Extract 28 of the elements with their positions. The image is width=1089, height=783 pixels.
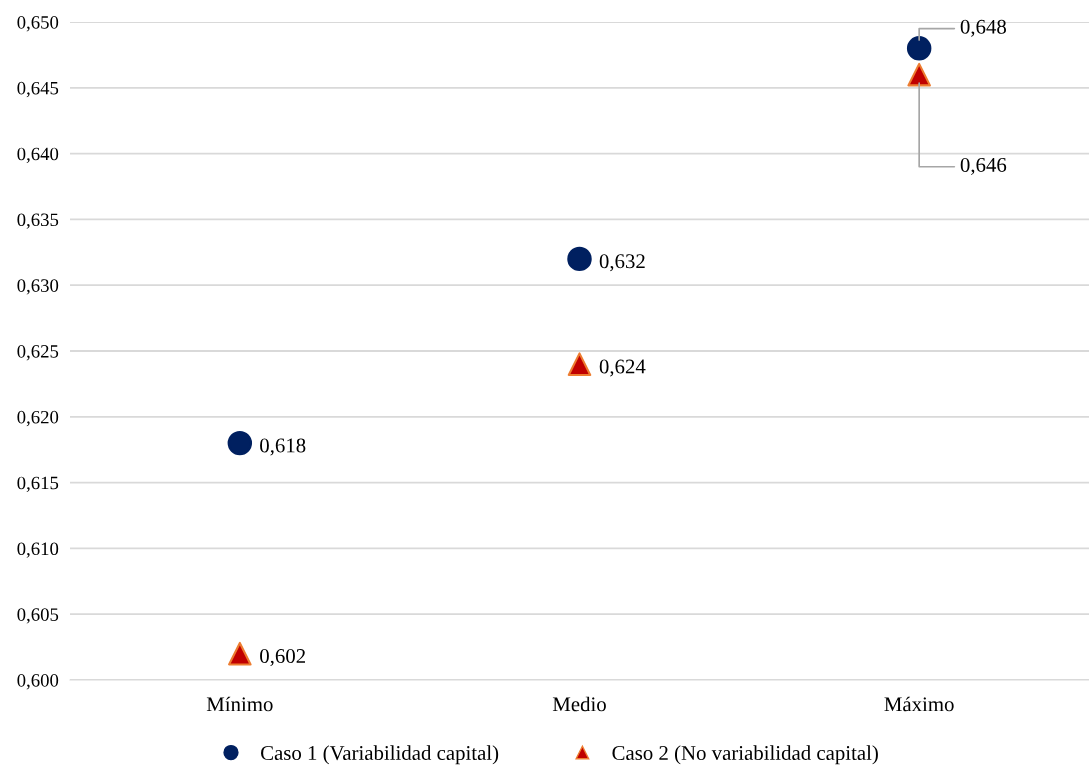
y-tick-label: 0,650 [17,16,59,32]
y-tick-label: 0,620 [17,410,59,427]
legend-label: Caso 1 (Variabilidad capital) [261,745,499,765]
data-label: 0,618 [260,438,306,456]
y-tick-label: 0,645 [17,81,59,98]
point [906,36,932,61]
x-tick-label: Mínimo [206,696,273,712]
y-tick-label: 0,610 [17,542,59,558]
x-tick-label: Medio [552,696,606,712]
data-label: 0,648 [960,19,1007,37]
legend-label: Caso 2 (No variabilidad capital) [612,745,878,765]
point [567,246,592,272]
y-tick-label: 0,635 [17,213,59,229]
x-tick-label: Máximo [884,696,954,712]
data-label: 0,632 [599,254,645,272]
data-label: 0,624 [599,359,646,377]
y-tick-label: 0,630 [17,279,59,295]
point [227,430,253,456]
point [907,62,931,87]
y-tick-label: 0,605 [17,608,59,624]
point [228,641,252,666]
y-tick-label: 0,625 [17,345,59,361]
data-label: 0,646 [960,157,1007,175]
data-label: 0,602 [260,649,305,667]
y-tick-label: 0,615 [17,476,59,492]
y-tick-label: 0,600 [17,674,59,690]
point [567,352,592,376]
y-tick-label: 0,640 [17,147,59,163]
